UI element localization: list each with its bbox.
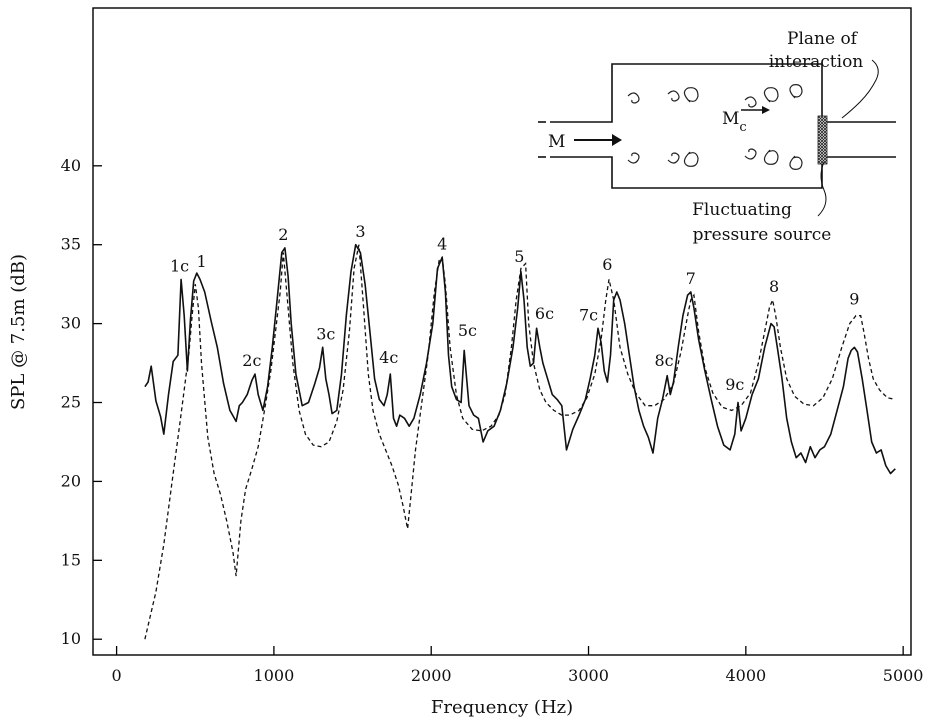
peak-label: 1 — [196, 252, 206, 271]
peak-label: 7c — [579, 305, 598, 324]
interaction-leader-line — [841, 59, 879, 119]
core-flow-arrow — [741, 106, 770, 114]
plot-frame — [92, 7, 912, 656]
vortex-symbols — [627, 84, 803, 170]
y-axis: 10 15 20 25 30 35 40 — [61, 156, 102, 648]
source-leader-line — [817, 161, 827, 217]
peak-label: 4 — [437, 234, 447, 253]
core-flow-mach-subscript: c — [739, 120, 746, 135]
core-flow-mach-symbol: M — [722, 109, 739, 129]
source-label-line1: Fluctuating — [692, 200, 792, 220]
peak-label: 9 — [849, 290, 859, 309]
duct-schematic-inset: M Mc Plane of interaction Fluctuating pr… — [538, 29, 896, 245]
x-tick-label: 0 — [112, 666, 122, 685]
solid-series-line — [144, 243, 896, 475]
series-layer — [144, 243, 896, 640]
duct-dash-marks — [538, 121, 546, 158]
x-tick-label: 2000 — [411, 666, 452, 685]
y-tick-label: 30 — [61, 314, 81, 333]
interaction-plane-label-line1: Plane of — [787, 29, 859, 49]
peak-label: 3c — [316, 324, 335, 343]
y-tick-label: 40 — [61, 156, 81, 175]
source-label-line2: pressure source — [693, 225, 832, 245]
peak-label: 5c — [458, 321, 477, 340]
peak-label: 6 — [602, 255, 612, 274]
flow-mach-label: M — [548, 132, 565, 152]
x-axis-label: Frequency (Hz) — [431, 697, 573, 718]
dashed-series-line — [144, 244, 896, 640]
peak-label: 8 — [769, 277, 779, 296]
x-tick-label: 1000 — [254, 666, 295, 685]
pressure-source-hatch — [817, 115, 828, 165]
y-axis-label: SPL @ 7.5m (dB) — [8, 254, 29, 410]
y-tick-label: 25 — [61, 393, 81, 412]
x-axis: 0 1000 2000 3000 4000 5000 — [112, 646, 924, 685]
peak-label: 7 — [686, 269, 696, 288]
core-flow-mach-label: Mc — [722, 109, 747, 135]
x-tick-label: 4000 — [725, 666, 766, 685]
peak-label: 8c — [654, 351, 673, 370]
y-tick-label: 10 — [61, 629, 81, 648]
x-tick-label: 3000 — [568, 666, 609, 685]
interaction-plane-label-line2: interaction — [769, 52, 864, 72]
peak-labels: 1c 1 2c 2 3c 3 4c 4 5c 5 6c 6 7c 7 8c 8 9c 9 — [170, 222, 860, 394]
peak-label: 3 — [355, 222, 365, 241]
y-tick-label: 15 — [61, 550, 81, 569]
peak-label: 1c — [170, 257, 189, 276]
flow-arrow — [574, 134, 622, 146]
peak-label: 9c — [725, 375, 744, 394]
peak-label: 4c — [379, 348, 398, 367]
peak-label: 5 — [514, 247, 524, 266]
peak-label: 6c — [535, 304, 554, 323]
peak-label: 2c — [242, 351, 261, 370]
x-tick-label: 5000 — [883, 666, 924, 685]
y-tick-label: 35 — [61, 235, 81, 254]
peak-label: 2 — [278, 225, 288, 244]
y-tick-label: 20 — [61, 471, 81, 490]
